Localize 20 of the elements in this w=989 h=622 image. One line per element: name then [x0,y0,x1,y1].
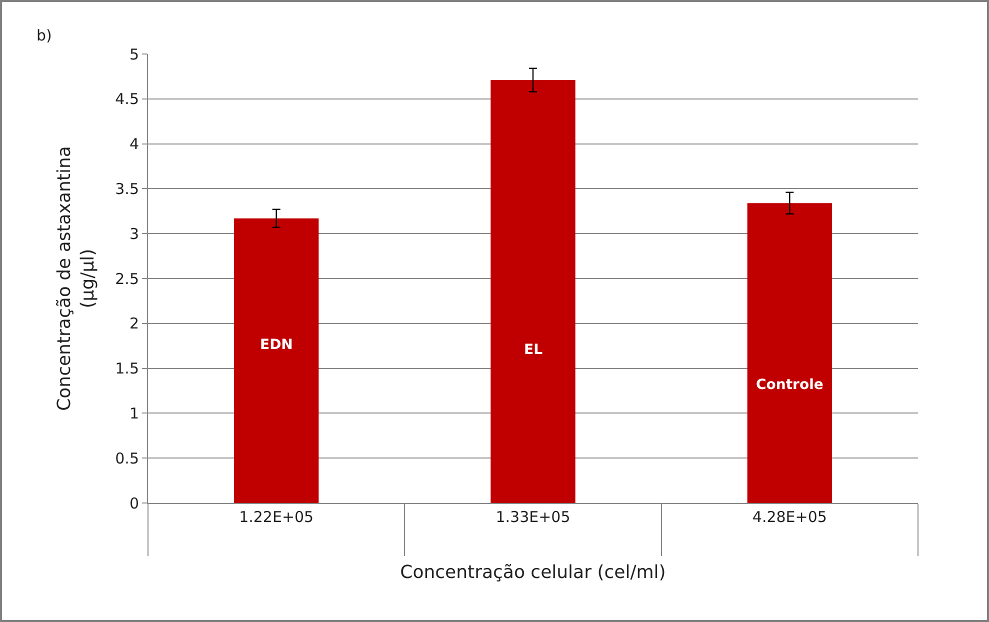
x-tick-label: 1.22E+05 [239,508,314,526]
y-tick-label: 2 [129,314,139,333]
y-tick-label: 3.5 [115,180,139,198]
y-axis-title: Concentração de astaxantina (µg/µl) [54,146,98,411]
annotation: Controle [756,377,824,393]
y-tick-label: 5 [129,45,139,64]
chart-title: b) [36,26,52,44]
y-tick-label: 4 [129,135,139,154]
annotation: EL [524,342,543,358]
y-tick-label: 0 [129,494,139,512]
x-tick-label: 1.33E+05 [496,508,570,526]
x-axis-title: Concentração celular (cel/ml) [400,562,666,584]
x-tick-label: 4.28E+05 [752,508,827,526]
annotation: EDN [260,337,293,353]
y-tick-label: 1.5 [115,360,139,378]
y-tick-label: 0.5 [115,449,139,468]
y-tick-label: 4.5 [115,90,139,108]
y-tick-label: 3 [129,224,139,243]
y-tick-label: 1 [129,404,139,422]
y-tick-label: 2.5 [115,270,139,288]
